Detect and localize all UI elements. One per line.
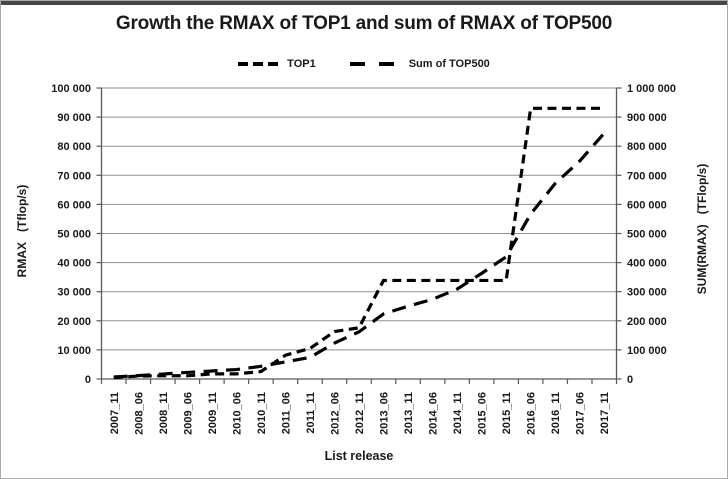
series-lines: [113, 106, 606, 380]
legend-dash-sum-of-top500-icon: [349, 62, 402, 66]
y-left-tick-label: 50 000: [57, 229, 91, 241]
x-tick-label: 2008_06: [133, 392, 145, 435]
y-axis-right-tick-labels: 0 100 000 200 000 300 000 400 000 500 000 600 …: [627, 83, 676, 386]
legend-label-top1: TOP1: [287, 58, 316, 70]
x-tick-label: 2016_06: [526, 392, 538, 435]
x-tick-label: 2017_11: [599, 392, 611, 434]
x-tick-label: 2009_06: [182, 392, 194, 435]
legend: TOP1 Sum of TOP500: [1, 58, 727, 70]
y-left-tick-label: 70 000: [57, 170, 91, 182]
x-tick-label: 2012_06: [329, 392, 341, 435]
x-tick-label: 2010_11: [256, 392, 268, 434]
x-tick-label: 2017_06: [575, 392, 587, 435]
x-tick-label: 2008_11: [158, 392, 170, 434]
y-left-tick-label: 20 000: [57, 316, 91, 328]
x-tick-label: 2015_11: [501, 392, 513, 434]
x-tick-label: 2015_06: [477, 392, 489, 435]
y-right-tick-label: 400 000: [627, 258, 667, 270]
y-right-tick-label: 1 000 000: [627, 83, 676, 95]
x-tick-label: 2007_11: [109, 392, 121, 434]
x-tick-label: 2010_06: [231, 392, 243, 435]
x-axis-tick-labels: 2007_11 2008_06 2008_11 2009_06 2009_11 2010_…: [109, 392, 611, 435]
y-axis-left-title: RMAX (Tflop/s): [15, 184, 29, 278]
y-right-tick-label: 200 000: [627, 316, 667, 328]
legend-dash-top1-icon: [238, 62, 281, 66]
y-right-tick-label: 600 000: [627, 199, 667, 211]
legend-label-sum-of-top500: Sum of TOP500: [408, 58, 490, 70]
x-tick-label: 2016_11: [550, 392, 562, 434]
legend-item-top1: TOP1: [238, 58, 316, 70]
gridlines: [101, 87, 617, 351]
legend-item-sum-of-top500: Sum of TOP500: [349, 58, 490, 70]
y-left-tick-label: 100 000: [51, 83, 91, 95]
y-right-tick-label: 0: [627, 374, 633, 386]
y-left-tick-label: 40 000: [57, 258, 91, 270]
y-right-tick-label: 900 000: [627, 112, 667, 124]
series-line-sum-of-top500: [113, 132, 606, 379]
y-left-tick-label: 0: [85, 374, 91, 386]
x-tick-label: 2013_06: [379, 392, 391, 435]
series-line-top1: [113, 106, 605, 380]
x-tick-label: 2011_11: [305, 392, 317, 434]
x-tick-label: 2009_11: [207, 392, 219, 434]
x-tick-label: 2014_06: [428, 392, 440, 435]
y-left-tick-label: 30 000: [57, 287, 91, 299]
x-axis-title: List release: [324, 449, 394, 463]
y-left-tick-label: 80 000: [57, 141, 91, 153]
chart-title: Growth the RMAX of TOP1 and sum of RMAX …: [115, 13, 613, 34]
x-tick-label: 2012_11: [354, 392, 366, 434]
y-left-tick-label: 60 000: [57, 199, 91, 211]
y-right-tick-label: 700 000: [627, 170, 667, 182]
y-axis-left-tick-labels: 0 10 000 20 000 30 000 40 000 50 000 60 000 70 …: [51, 83, 91, 386]
y-right-tick-label: 800 000: [627, 141, 667, 153]
window-top-edge: [1, 1, 727, 5]
y-right-tick-label: 100 000: [627, 345, 667, 357]
tick-marks: [96, 87, 622, 384]
y-right-tick-label: 500 000: [627, 229, 667, 241]
y-axis-right-title: SUM(RMAX) (TFlop/s): [695, 163, 709, 295]
y-right-tick-label: 300 000: [627, 287, 667, 299]
y-left-tick-label: 90 000: [57, 112, 91, 124]
y-left-tick-label: 10 000: [57, 345, 91, 357]
x-tick-label: 2013_11: [403, 392, 415, 434]
x-tick-label: 2014_11: [452, 392, 464, 434]
x-tick-label: 2011_06: [280, 392, 292, 434]
